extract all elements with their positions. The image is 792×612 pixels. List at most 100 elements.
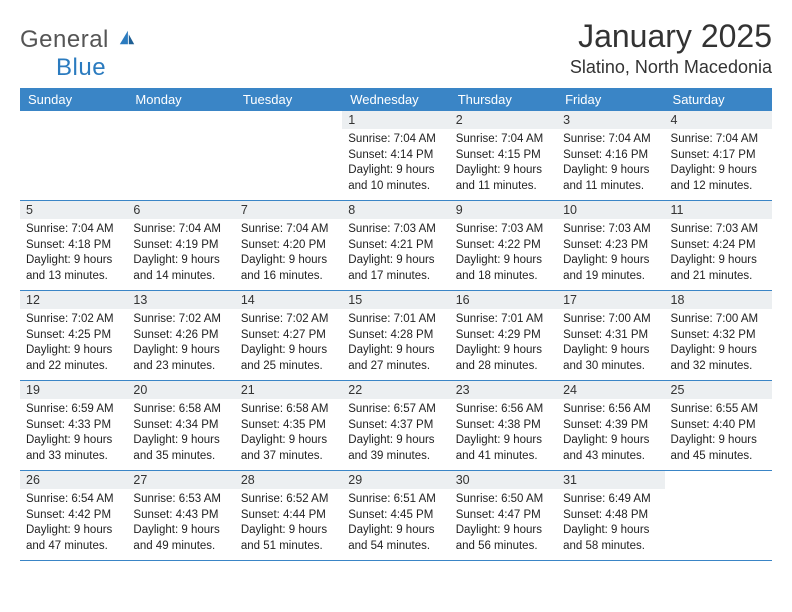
day-number: 10 xyxy=(557,201,664,219)
day-cell: 15Sunrise: 7:01 AMSunset: 4:28 PMDayligh… xyxy=(342,291,449,381)
sunset-line: Sunset: 4:18 PM xyxy=(26,239,111,251)
day-data: Sunrise: 6:49 AMSunset: 4:48 PMDaylight:… xyxy=(557,489,664,560)
sunset-line: Sunset: 4:43 PM xyxy=(133,509,218,521)
day-cell: 22Sunrise: 6:57 AMSunset: 4:37 PMDayligh… xyxy=(342,381,449,471)
sunset-line: Sunset: 4:14 PM xyxy=(348,149,433,161)
sunrise-line: Sunrise: 6:56 AM xyxy=(563,403,651,415)
sunrise-line: Sunrise: 6:56 AM xyxy=(456,403,544,415)
sunset-line: Sunset: 4:40 PM xyxy=(671,419,756,431)
title-block: January 2025 Slatino, North Macedonia xyxy=(570,18,772,78)
logo-word1: General xyxy=(20,26,109,53)
day-number: 15 xyxy=(342,291,449,309)
daylight-line: Daylight: 9 hours and 19 minutes. xyxy=(563,254,649,282)
day-data: Sunrise: 6:56 AM Sunset: 4:39 PM Daylight:… xyxy=(557,399,664,470)
day-data xyxy=(20,129,127,181)
day-data: Sunrise: 6:58 AMSunset: 4:35 PMDaylight:… xyxy=(235,399,342,470)
daylight-line: Daylight: 9 hours and 43 minutes. xyxy=(563,434,649,462)
week-row: 19Sunrise: 6:59 AMSunset: 4:33 PMDayligh… xyxy=(20,381,772,471)
day-number: 16 xyxy=(450,291,557,309)
sunset-line: Sunset: 4:23 PM xyxy=(563,239,648,251)
day-cell: 1Sunrise: 7:04 AMSunset: 4:14 PMDaylight… xyxy=(342,111,449,201)
day-cell: 3Sunrise: 7:04 AMSunset: 4:16 PMDaylight… xyxy=(557,111,664,201)
day-data: Sunrise: 7:04 AMSunset: 4:18 PMDaylight:… xyxy=(20,219,127,290)
day-number: 14 xyxy=(235,291,342,309)
sunset-line: Sunset: 4:25 PM xyxy=(26,329,111,341)
day-cell: 19Sunrise: 6:59 AMSunset: 4:33 PMDayligh… xyxy=(20,381,127,471)
sunrise-line: Sunrise: 6:55 AM xyxy=(671,403,759,415)
daylight-line: Daylight: 9 hours and 58 minutes. xyxy=(563,524,649,552)
sunrise-line: Sunrise: 6:58 AM xyxy=(133,403,221,415)
day-cell: 7Sunrise: 7:04 AMSunset: 4:20 PMDaylight… xyxy=(235,201,342,291)
sunset-line: Sunset: 4:34 PM xyxy=(133,419,218,431)
sunset-line: Sunset: 4:27 PM xyxy=(241,329,326,341)
header: General Blue January 2025 Slatino, North… xyxy=(20,18,772,82)
sunset-line: Sunset: 4:20 PM xyxy=(241,239,326,251)
sunset-line: Sunset: 4:38 PM xyxy=(456,419,541,431)
day-number: 13 xyxy=(127,291,234,309)
sunset-line: Sunset: 4:19 PM xyxy=(133,239,218,251)
day-number: 18 xyxy=(665,291,772,309)
day-number: 27 xyxy=(127,471,234,489)
day-number: 19 xyxy=(20,381,127,399)
day-data: Sunrise: 7:04 AMSunset: 4:20 PMDaylight:… xyxy=(235,219,342,290)
day-cell: 6Sunrise: 7:04 AMSunset: 4:19 PMDaylight… xyxy=(127,201,234,291)
daylight-line: Daylight: 9 hours and 12 minutes. xyxy=(671,164,757,192)
day-header-saturday: Saturday xyxy=(665,88,772,111)
day-data: Sunrise: 7:01 AMSunset: 4:28 PMDaylight:… xyxy=(342,309,449,380)
daylight-line: Daylight: 9 hours and 30 minutes. xyxy=(563,344,649,372)
daylight-line: Daylight: 9 hours and 35 minutes. xyxy=(133,434,219,462)
day-cell xyxy=(20,111,127,201)
day-cell: 18Sunrise: 7:00 AMSunset: 4:32 PMDayligh… xyxy=(665,291,772,381)
day-cell: 29Sunrise: 6:51 AMSunset: 4:45 PMDayligh… xyxy=(342,471,449,561)
sunrise-line: Sunrise: 7:02 AM xyxy=(26,313,114,325)
day-header-tuesday: Tuesday xyxy=(235,88,342,111)
day-cell: 4Sunrise: 7:04 AMSunset: 4:17 PMDaylight… xyxy=(665,111,772,201)
sunrise-line: Sunrise: 7:04 AM xyxy=(26,223,114,235)
daylight-line: Daylight: 9 hours and 10 minutes. xyxy=(348,164,434,192)
day-data: Sunrise: 6:59 AMSunset: 4:33 PMDaylight:… xyxy=(20,399,127,470)
day-number: 12 xyxy=(20,291,127,309)
day-cell: 24 Sunrise: 6:56 AM Sunset: 4:39 PM Dayligh… xyxy=(557,381,664,471)
day-number: 31 xyxy=(557,471,664,489)
sunset-line: Sunset: 4:22 PM xyxy=(456,239,541,251)
day-cell: 2Sunrise: 7:04 AMSunset: 4:15 PMDaylight… xyxy=(450,111,557,201)
daylight-line: Daylight: 9 hours and 16 minutes. xyxy=(241,254,327,282)
sunrise-line: Sunrise: 7:00 AM xyxy=(563,313,651,325)
sunset-line: Sunset: 4:15 PM xyxy=(456,149,541,161)
day-data: Sunrise: 7:02 AM Sunset: 4:25 PM Daylight:… xyxy=(20,309,127,380)
day-number: 30 xyxy=(450,471,557,489)
daylight-line: Daylight: 9 hours and 39 minutes. xyxy=(348,434,434,462)
day-header-thursday: Thursday xyxy=(450,88,557,111)
day-number: 29 xyxy=(342,471,449,489)
daylight-line: Daylight: 9 hours and 22 minutes. xyxy=(26,344,112,372)
day-cell: 23Sunrise: 6:56 AMSunset: 4:38 PMDayligh… xyxy=(450,381,557,471)
day-cell: 10Sunrise: 7:03 AMSunset: 4:23 PMDayligh… xyxy=(557,201,664,291)
day-header-friday: Friday xyxy=(557,88,664,111)
sunrise-line: Sunrise: 6:58 AM xyxy=(241,403,329,415)
sunrise-line: Sunrise: 7:00 AM xyxy=(671,313,759,325)
sunrise-line: Sunrise: 6:57 AM xyxy=(348,403,436,415)
daylight-line: Daylight: 9 hours and 11 minutes. xyxy=(563,164,649,192)
sunrise-line: Sunrise: 7:04 AM xyxy=(456,133,544,145)
day-data: Sunrise: 7:04 AMSunset: 4:16 PMDaylight:… xyxy=(557,129,664,200)
logo-word2: Blue xyxy=(56,54,106,81)
day-data: Sunrise: 7:04 AM Sunset: 4:14 PM Daylight:… xyxy=(342,129,449,200)
day-number: 24 xyxy=(557,381,664,399)
day-data xyxy=(235,129,342,181)
sunrise-line: Sunrise: 7:04 AM xyxy=(348,133,436,145)
day-number: 7 xyxy=(235,201,342,219)
day-number: 2 xyxy=(450,111,557,129)
day-cell: 28Sunrise: 6:52 AMSunset: 4:44 PMDayligh… xyxy=(235,471,342,561)
sunrise-line: Sunrise: 7:04 AM xyxy=(133,223,221,235)
sunset-line: Sunset: 4:39 PM xyxy=(563,419,648,431)
daylight-line: Daylight: 9 hours and 47 minutes. xyxy=(26,524,112,552)
day-number xyxy=(665,471,772,489)
sunrise-line: Sunrise: 6:49 AM xyxy=(563,493,651,505)
day-number: 26 xyxy=(20,471,127,489)
sunset-line: Sunset: 4:37 PM xyxy=(348,419,433,431)
day-data: Sunrise: 7:00 AMSunset: 4:31 PMDaylight:… xyxy=(557,309,664,380)
day-cell: 21Sunrise: 6:58 AMSunset: 4:35 PMDayligh… xyxy=(235,381,342,471)
day-cell: 5Sunrise: 7:04 AMSunset: 4:18 PMDaylight… xyxy=(20,201,127,291)
day-header-monday: Monday xyxy=(127,88,234,111)
day-number xyxy=(20,111,127,129)
